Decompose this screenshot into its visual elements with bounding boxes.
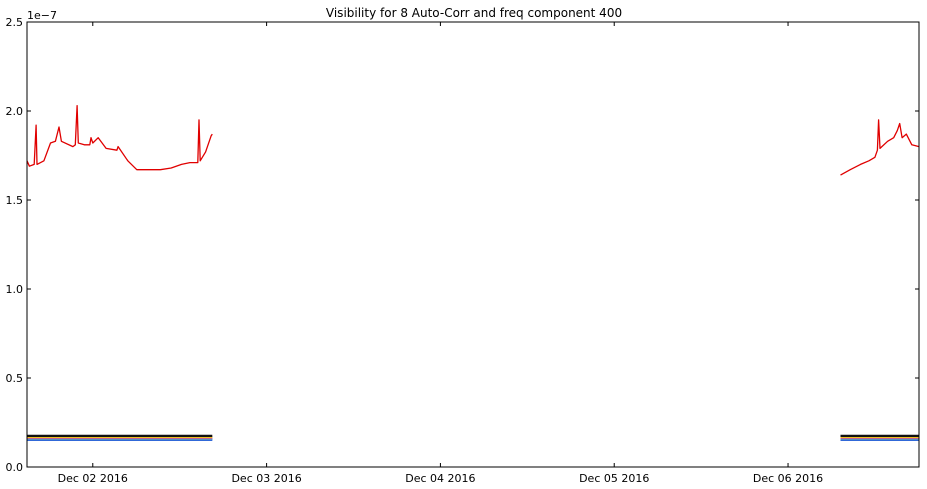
y-tick-label: 0.5 <box>6 372 24 385</box>
plot-frame <box>26 21 920 468</box>
series-0-segment-0-line <box>26 105 213 171</box>
series-0-segment-1-line <box>840 119 920 176</box>
x-tick-label: Dec 02 2016 <box>58 472 128 485</box>
y-tick-label: 0.0 <box>6 461 24 474</box>
x-tick-label: Dec 05 2016 <box>579 472 649 485</box>
x-tick-label: Dec 03 2016 <box>231 472 301 485</box>
y-tick-label: 1.5 <box>6 194 24 207</box>
y-tick-label: 2.5 <box>6 16 24 29</box>
axes-layer: 0.0 0.5 1.0 1.5 2.0 2.5 Dec 02 2016 Dec 03 2016… <box>6 16 920 485</box>
series-layer <box>26 105 920 441</box>
x-tick-label: Dec 04 2016 <box>405 472 475 485</box>
y-scale-label: 1e−7 <box>27 9 57 22</box>
y-tick-label: 1.0 <box>6 283 24 296</box>
x-tick-label: Dec 06 2016 <box>753 472 823 485</box>
chart-title: Visibility for 8 Auto-Corr and freq comp… <box>326 6 622 20</box>
y-tick-label: 2.0 <box>6 105 24 118</box>
